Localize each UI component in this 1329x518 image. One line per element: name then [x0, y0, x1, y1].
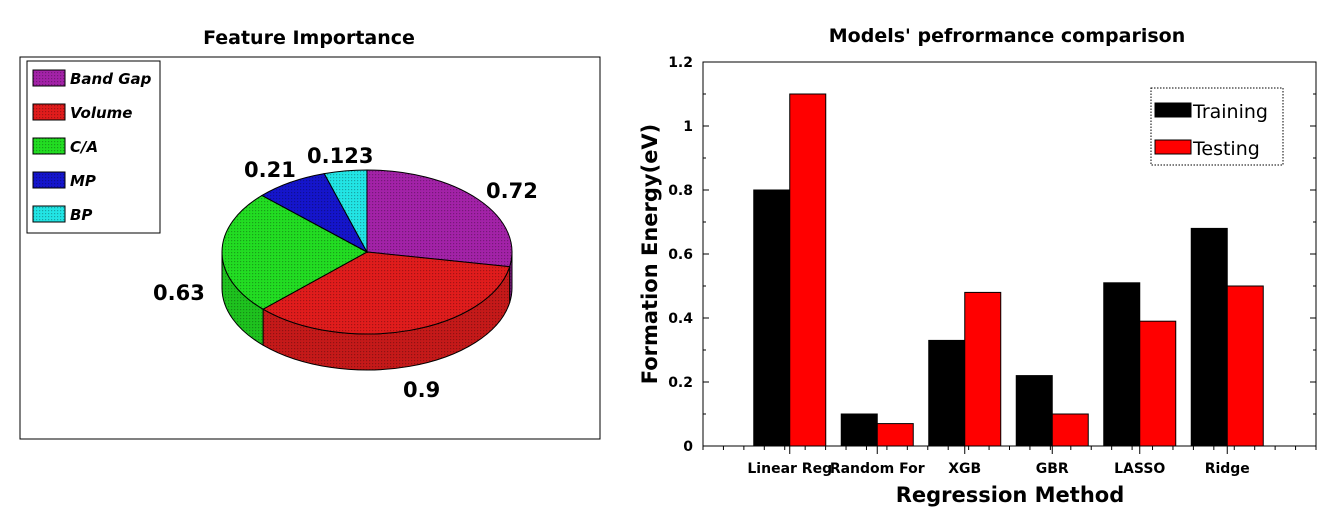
- pie-legend-swatch-texture-mp: [33, 172, 65, 188]
- bar-legend-label-testing: Testing: [1192, 138, 1260, 160]
- bar-legend-swatch-training: [1154, 102, 1192, 118]
- pie-top: [221, 169, 513, 335]
- pie-legend-label-c-a: C/A: [70, 138, 98, 156]
- bar-training-lasso: [1103, 282, 1141, 447]
- bar-training-ridge: [1190, 227, 1228, 447]
- x-tick-label-ridge: Ridge: [1205, 461, 1250, 477]
- x-tick-label-gbr: GBR: [1036, 461, 1069, 477]
- pie-slice-texture-band-gap: [367, 170, 512, 267]
- pie-value-label-volume: 0.9: [403, 378, 440, 402]
- x-tick-label-linear-reg: Linear Reg: [747, 461, 832, 477]
- bar-training-gbr: [1015, 375, 1053, 447]
- pie-value-label-mp: 0.21: [244, 158, 296, 182]
- bars: [753, 93, 1264, 447]
- x-tick-label-random-for: Random For: [830, 461, 925, 477]
- bar-training-xgb: [928, 339, 966, 447]
- pie-legend: Band Gap Volume C/A MP BP: [26, 60, 161, 234]
- pie-legend-swatch-texture-volume: [33, 104, 65, 120]
- pie-slice-texture-bp: [324, 170, 367, 252]
- pie-side-texture-band-gap: [509, 252, 512, 303]
- y-tick-label-0: 0: [683, 439, 693, 455]
- y-tick-label-6: 1.2: [668, 55, 693, 71]
- pie-chart-title: Feature Importance: [203, 27, 415, 49]
- pie-legend-label-bp: BP: [70, 206, 92, 224]
- pie-chart: Feature Importance 0.72 0.9 0.63 0.21 0.…: [19, 27, 601, 440]
- bar-chart: Models' pefrormance comparison 0 0.2 0.4 0.…: [638, 25, 1317, 507]
- pie-side-texture-c-a: [222, 252, 264, 346]
- bar-legend-label-training: Training: [1192, 101, 1268, 123]
- y-tick-label-1: 0.2: [668, 375, 693, 391]
- y-axis-title: Formation Energy(eV): [638, 124, 662, 385]
- bar-testing-gbr: [1051, 413, 1089, 447]
- bar-testing-random-for: [876, 423, 914, 447]
- pie-slice-texture-volume: [263, 252, 510, 334]
- pie-legend-label-mp: MP: [70, 172, 96, 190]
- pie-value-labels: 0.72 0.9 0.63 0.21 0.123: [153, 144, 538, 402]
- bar-chart-title: Models' pefrormance comparison: [829, 25, 1185, 47]
- pie-legend-swatch-texture-c-a: [33, 138, 65, 154]
- bar-legend-swatch-testing: [1154, 139, 1192, 155]
- pie-legend-swatch-texture-bp: [33, 206, 65, 222]
- pie-legend-swatch-texture-band-gap: [33, 70, 65, 86]
- pie-value-label-band-gap: 0.72: [486, 179, 538, 203]
- x-axis-title: Regression Method: [896, 483, 1125, 507]
- bar-testing-linear-reg: [789, 93, 827, 447]
- bar-testing-xgb: [964, 291, 1002, 447]
- pie-value-label-c-a: 0.63: [153, 281, 205, 305]
- y-tick-label-2: 0.4: [668, 311, 693, 327]
- x-tick-label-lasso: LASSO: [1114, 461, 1165, 477]
- bar-training-linear-reg: [753, 189, 791, 447]
- y-tick-label-5: 1: [683, 119, 693, 135]
- pie-side-texture-volume: [263, 266, 510, 370]
- bar-legend: Training Testing: [1150, 87, 1284, 166]
- y-tick-label-3: 0.6: [668, 247, 693, 263]
- pie-legend-label-volume: Volume: [70, 104, 132, 122]
- pie-slice-texture-c-a: [222, 195, 367, 310]
- pie-slices: [221, 169, 513, 371]
- bar-testing-ridge: [1226, 285, 1264, 447]
- pie-value-label-bp: 0.123: [307, 144, 373, 168]
- pie-slice-texture-mp: [261, 173, 367, 252]
- y-tick-label-4: 0.8: [668, 183, 693, 199]
- y-axis: 0 0.2 0.4 0.6 0.8 1 1.2: [668, 55, 1316, 455]
- bar-training-random-for: [840, 413, 878, 447]
- pie-legend-label-band-gap: Band Gap: [70, 70, 152, 88]
- x-tick-label-xgb: XGB: [948, 461, 981, 477]
- bar-testing-lasso: [1139, 320, 1177, 447]
